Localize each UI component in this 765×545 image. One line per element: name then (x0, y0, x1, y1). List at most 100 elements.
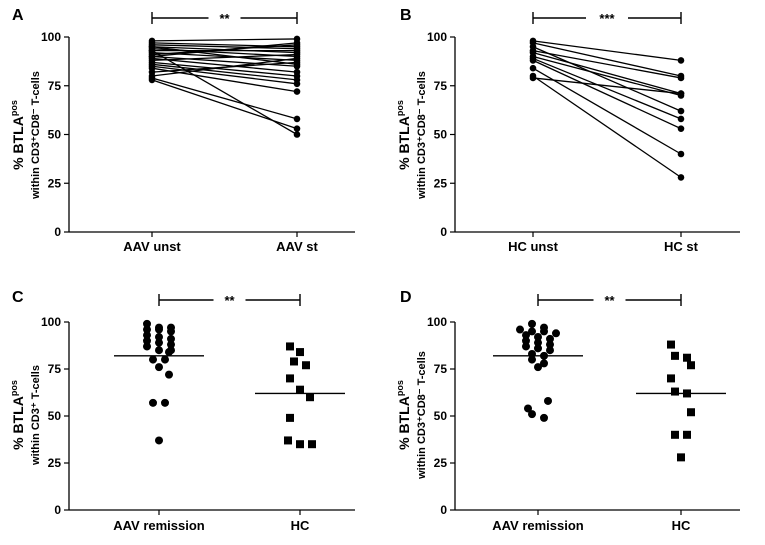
x-category-label: HC (672, 518, 691, 533)
data-point-after (293, 131, 301, 138)
y-tick-label: 0 (54, 503, 61, 517)
data-point (522, 336, 530, 345)
paired-line (151, 63, 298, 81)
significance-label: ** (219, 11, 230, 26)
y-axis-label-main: % BTLA (396, 116, 412, 170)
data-point (143, 342, 151, 351)
data-point (143, 336, 151, 345)
data-point (167, 334, 175, 343)
y-axis-label-superscript: pos (395, 100, 405, 116)
y-axis-label-line1: % BTLApos (395, 100, 412, 170)
paired-line (151, 50, 298, 136)
y-axis-label-main: % BTLA (10, 116, 26, 170)
paired-line (151, 53, 298, 62)
x-category-label: HC st (664, 239, 699, 254)
paired-line (151, 42, 298, 58)
data-point (286, 413, 294, 422)
paired-line (532, 55, 682, 97)
data-point (296, 440, 304, 449)
y-tick-label: 75 (434, 362, 448, 376)
data-point-after (677, 90, 685, 97)
x-category-label: AAV remission (492, 518, 584, 533)
y-axis-label-line1: % BTLApos (9, 100, 26, 170)
y-tick-label: 75 (48, 362, 62, 376)
significance-label: ** (224, 293, 235, 308)
data-point (161, 355, 169, 364)
data-point (546, 340, 554, 349)
data-point (302, 361, 310, 370)
x-category-label: HC (291, 518, 310, 533)
data-point (683, 430, 691, 439)
data-point (161, 398, 169, 407)
data-point (284, 436, 292, 445)
data-point-after (293, 61, 301, 68)
paired-line (151, 38, 298, 42)
y-tick-label: 100 (427, 30, 447, 44)
paired-line (532, 40, 682, 62)
panel-letter: C (12, 289, 24, 306)
data-point (671, 430, 679, 439)
data-point-before (529, 64, 537, 72)
data-point-after (677, 174, 685, 181)
data-point-after (293, 115, 301, 123)
data-point (546, 334, 554, 343)
data-point (522, 331, 530, 340)
y-axis-label-line2: within CD3⁺ T-cells (30, 365, 42, 466)
data-point (155, 346, 163, 355)
data-point (167, 340, 175, 349)
y-axis-label: % BTLApos within CD3⁺CD8⁻ T-cells (395, 351, 428, 480)
data-point-after (293, 80, 301, 88)
significance-label: ** (604, 293, 615, 308)
data-point (528, 327, 536, 336)
y-tick-label: 75 (434, 79, 448, 93)
data-point-after (677, 107, 685, 115)
data-point-after (677, 150, 685, 158)
data-point (683, 353, 691, 362)
paired-line (151, 77, 298, 120)
data-point (528, 319, 536, 328)
data-point-after (677, 115, 685, 123)
data-point (687, 361, 695, 370)
data-point-before (529, 43, 537, 51)
paired-line (532, 42, 682, 77)
y-tick-label: 50 (48, 409, 62, 423)
y-tick-label: 25 (434, 456, 448, 470)
paired-line (532, 75, 682, 178)
y-axis-label-superscript: pos (395, 380, 405, 396)
data-point (290, 357, 298, 366)
data-point-before (148, 43, 156, 51)
paired-line (151, 44, 298, 50)
y-tick-label: 100 (41, 30, 61, 44)
x-category-label: HC unst (508, 239, 559, 254)
paired-line (532, 57, 682, 120)
data-point (671, 387, 679, 396)
data-point (143, 331, 151, 340)
x-category-label: AAV st (276, 239, 318, 254)
data-point (149, 398, 157, 407)
panel-a: A % BTLApos within CD3⁺CD8⁻ T-cells 0 25 50 75… (9, 7, 355, 254)
data-point (540, 327, 548, 336)
data-point (143, 319, 151, 328)
y-tick-label: 25 (434, 176, 448, 190)
y-tick-label: 50 (434, 128, 448, 142)
panel-d: D % BTLApos within CD3⁺CD8⁻ T-cells 0 25 50 75… (395, 289, 740, 533)
data-point (544, 396, 552, 405)
data-point (687, 408, 695, 417)
data-point-after (677, 125, 685, 132)
y-tick-label: 0 (440, 225, 447, 239)
data-point (149, 355, 157, 364)
data-point (534, 333, 542, 342)
data-point-before (148, 53, 156, 60)
y-tick-label: 50 (48, 128, 62, 142)
data-point (286, 342, 294, 351)
paired-line (532, 51, 682, 95)
data-point (308, 440, 316, 449)
data-point (546, 346, 554, 355)
paired-line (151, 67, 298, 93)
data-point (155, 338, 163, 347)
data-point (167, 327, 175, 336)
data-point (155, 333, 163, 342)
data-point (143, 325, 151, 334)
paired-line (532, 46, 682, 112)
